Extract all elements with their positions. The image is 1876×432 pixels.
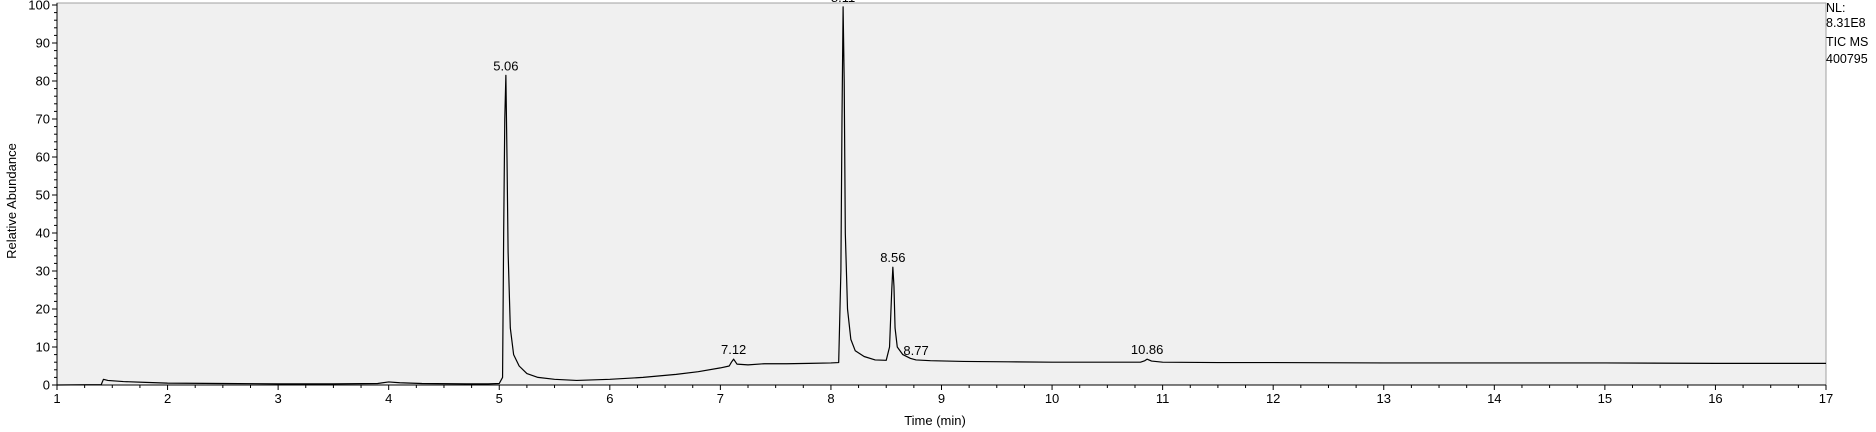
y-tick-label: 90 <box>36 36 50 51</box>
info-nl-label: NL: <box>1826 1 1845 15</box>
y-axis-label: Relative Abundance <box>4 143 19 259</box>
labels-layer: 5.06 7.12 8.11 8.56 8.77 10.86 <box>493 0 1163 358</box>
y-tick-label: 10 <box>36 340 50 355</box>
plot-area <box>56 2 1827 386</box>
x-tick-label: 14 <box>1487 391 1501 406</box>
x-tick-label: 17 <box>1819 391 1833 406</box>
peak-label: 8.56 <box>880 250 905 265</box>
peak-label: 10.86 <box>1131 342 1164 357</box>
x-tick-label: 16 <box>1708 391 1722 406</box>
peak-label: 5.06 <box>493 58 518 73</box>
y-tick-label: 70 <box>36 112 50 127</box>
series-layer <box>56 6 1826 386</box>
x-tick-label: 10 <box>1045 391 1059 406</box>
x-tick-label: 12 <box>1266 391 1280 406</box>
series-line-0 <box>56 6 1826 386</box>
y-tick-label: 60 <box>36 150 50 165</box>
peak-label: 7.12 <box>721 342 746 357</box>
x-tick-label: 4 <box>385 391 392 406</box>
y-tick-label: 100 <box>28 0 50 13</box>
y-tick-label: 80 <box>36 74 50 89</box>
x-tick-label: 9 <box>938 391 945 406</box>
y-tick-label: 20 <box>36 302 50 317</box>
peak-label: 8.77 <box>903 343 928 358</box>
info-nl-value: 8.31E8 <box>1826 16 1866 30</box>
x-tick-label: 5 <box>496 391 503 406</box>
x-tick-label: 13 <box>1377 391 1391 406</box>
plot-background <box>56 2 1827 386</box>
x-tick-label: 1 <box>53 391 60 406</box>
info-scan-filter: TIC MS <box>1826 35 1868 49</box>
x-tick-label: 8 <box>827 391 834 406</box>
y-tick-label: 50 <box>36 188 50 203</box>
x-tick-label: 2 <box>164 391 171 406</box>
x-tick-label: 7 <box>717 391 724 406</box>
y-tick-label: 0 <box>43 378 50 393</box>
x-tick-label: 11 <box>1156 391 1170 406</box>
x-axis-label: Time (min) <box>904 413 966 428</box>
x-tick-label: 15 <box>1598 391 1612 406</box>
y-tick-label: 30 <box>36 264 50 279</box>
axes-layer: 1 2 3 4 5 6 7 8 9 10 11 12 13 14 15 16 17010203040506070… <box>28 0 1833 406</box>
peak-label: 8.11 <box>831 0 855 5</box>
y-tick-label: 40 <box>36 226 50 241</box>
info-file-id: 400795 <box>1826 52 1868 66</box>
x-tick-label: 6 <box>606 391 613 406</box>
x-tick-label: 3 <box>275 391 282 406</box>
